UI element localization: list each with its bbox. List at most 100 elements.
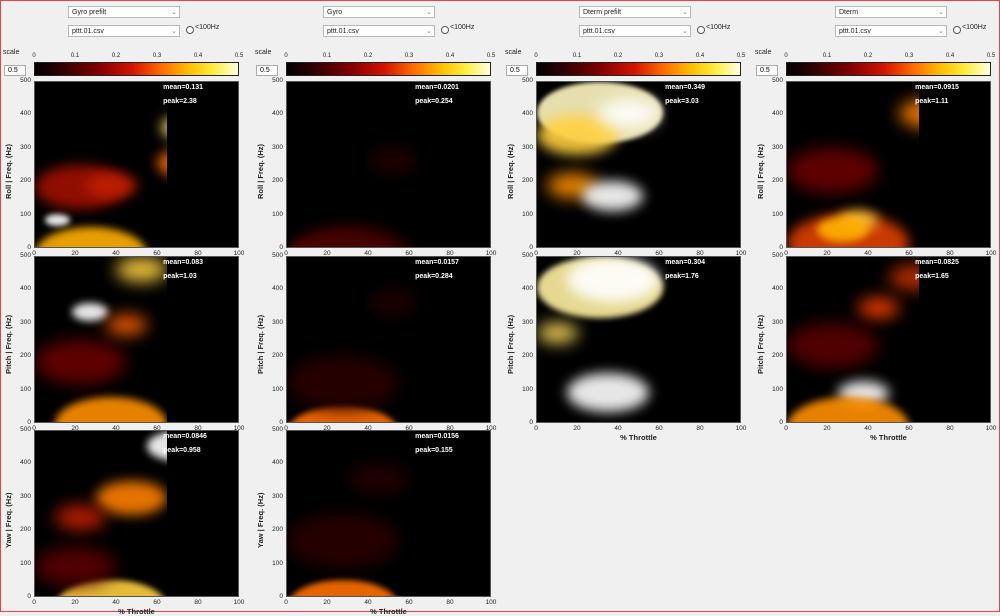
mean-stat: mean=0.0825 [915,259,959,266]
y-axis-label: Pitch | Freq. (Hz) [4,314,13,374]
y-axis-label: Pitch | Freq. (Hz) [506,314,515,374]
y-tick-label: 100 [772,210,783,218]
heat-region [287,513,399,568]
heat-region [287,579,399,596]
low-freq-radio-label: <100Hz [962,24,987,31]
type-select[interactable]: Dterm prefilt ⌄ [579,6,691,18]
x-tick-label: 0 [534,250,538,257]
heat-region [287,356,399,411]
colorbar-tick-label: 0.2 [863,53,873,59]
x-tick-label: 40 [864,425,872,432]
heatmap-panel [286,81,491,248]
colorbar [34,62,239,76]
y-tick-label: 400 [522,285,533,293]
colorbar-tick-label: 0 [284,53,288,59]
low-freq-radio[interactable] [186,26,194,34]
y-tick-label: 500 [272,252,283,259]
chevron-down-icon: ⌄ [682,9,688,16]
y-tick-label: 100 [522,210,533,218]
colorbar-tick-label: 0 [784,53,788,59]
colorbar-tick-label: 0.2 [363,53,373,59]
file-select[interactable]: pttt.01.csv ⌄ [68,25,180,37]
x-tick-label: 80 [446,425,454,432]
no-data-region [918,257,990,422]
y-tick-label: 200 [522,177,533,185]
x-tick-label: 0 [32,250,36,257]
file-select-value: pttt.01.csv [72,28,104,35]
y-tick-label: 0 [27,244,31,251]
y-tick-label: 100 [20,210,31,218]
x-tick-label: 20 [823,425,831,432]
heat-region [368,290,419,315]
y-tick-label: 0 [279,593,283,600]
y-tick-label: 100 [272,210,283,218]
heat-region [287,223,409,247]
colorbar-tick-label: 0.1 [322,53,332,59]
x-tick-label: 80 [946,250,954,257]
y-tick-label: 200 [272,526,283,534]
chevron-down-icon: ⌄ [426,9,432,16]
y-tick-label: 200 [20,526,31,534]
file-select[interactable]: pttt.01.csv ⌄ [579,25,691,37]
type-select[interactable]: Gyro prefilt ⌄ [68,6,180,18]
x-tick-label: 0 [284,425,288,432]
x-tick-label: 60 [655,425,663,432]
y-tick-label: 300 [772,318,783,326]
y-tick-label: 500 [272,77,283,84]
x-tick-label: 100 [985,425,997,432]
scale-input[interactable]: 0.5 [4,65,26,76]
scale-input[interactable]: 0.5 [506,65,528,76]
scale-input[interactable]: 0.5 [256,65,278,76]
x-tick-label: 0 [32,425,36,432]
colorbar-tick-label: 0.5 [986,53,996,59]
x-tick-label: 100 [735,425,747,432]
x-axis-label: % Throttle [870,433,907,442]
x-tick-label: 60 [655,250,663,257]
heat-region [787,323,879,368]
heatmap-panel [286,256,491,423]
x-tick-label: 80 [696,250,704,257]
heatmap-panel [786,256,991,423]
low-freq-radio-label: <100Hz [450,24,475,31]
no-data-region [166,431,238,596]
x-tick-label: 20 [323,599,331,606]
type-select[interactable]: Gyro ⌄ [323,6,435,18]
y-tick-label: 0 [279,244,283,251]
file-select[interactable]: pttt.01.csv ⌄ [835,25,947,37]
y-tick-label: 500 [522,252,533,259]
heat-region [567,372,649,413]
no-data-region [418,257,490,422]
x-tick-label: 60 [153,425,161,432]
heatmap-panel [786,81,991,248]
x-tick-label: 80 [696,425,704,432]
peak-stat: peak=0.958 [163,447,201,454]
peak-stat: peak=0.284 [415,273,453,280]
y-tick-label: 100 [272,385,283,393]
y-tick-label: 300 [522,318,533,326]
y-tick-label: 100 [20,559,31,567]
y-tick-label: 400 [272,459,283,467]
peak-stat: peak=1.65 [915,273,949,280]
chevron-down-icon: ⌄ [938,9,944,16]
heat-region [35,227,147,247]
x-tick-label: 60 [905,425,913,432]
heat-region [106,314,147,335]
heat-region [787,397,909,422]
heatmap-panel [536,81,741,248]
type-select[interactable]: Dterm ⌄ [835,6,947,18]
low-freq-radio[interactable] [697,26,705,34]
peak-stat: peak=0.254 [415,98,453,105]
low-freq-radio-label: <100Hz [195,24,220,31]
heat-region [787,148,879,193]
heatmap-panel [34,81,239,248]
low-freq-radio[interactable] [953,26,961,34]
file-select[interactable]: pttt.01.csv ⌄ [323,25,435,37]
heat-region [35,339,127,385]
heat-region [347,464,409,494]
y-tick-label: 100 [20,385,31,393]
scale-input-value: 0.5 [8,67,18,74]
heat-region [817,217,869,243]
low-freq-radio[interactable] [441,26,449,34]
scale-input[interactable]: 0.5 [756,65,778,76]
x-tick-label: 80 [946,425,954,432]
